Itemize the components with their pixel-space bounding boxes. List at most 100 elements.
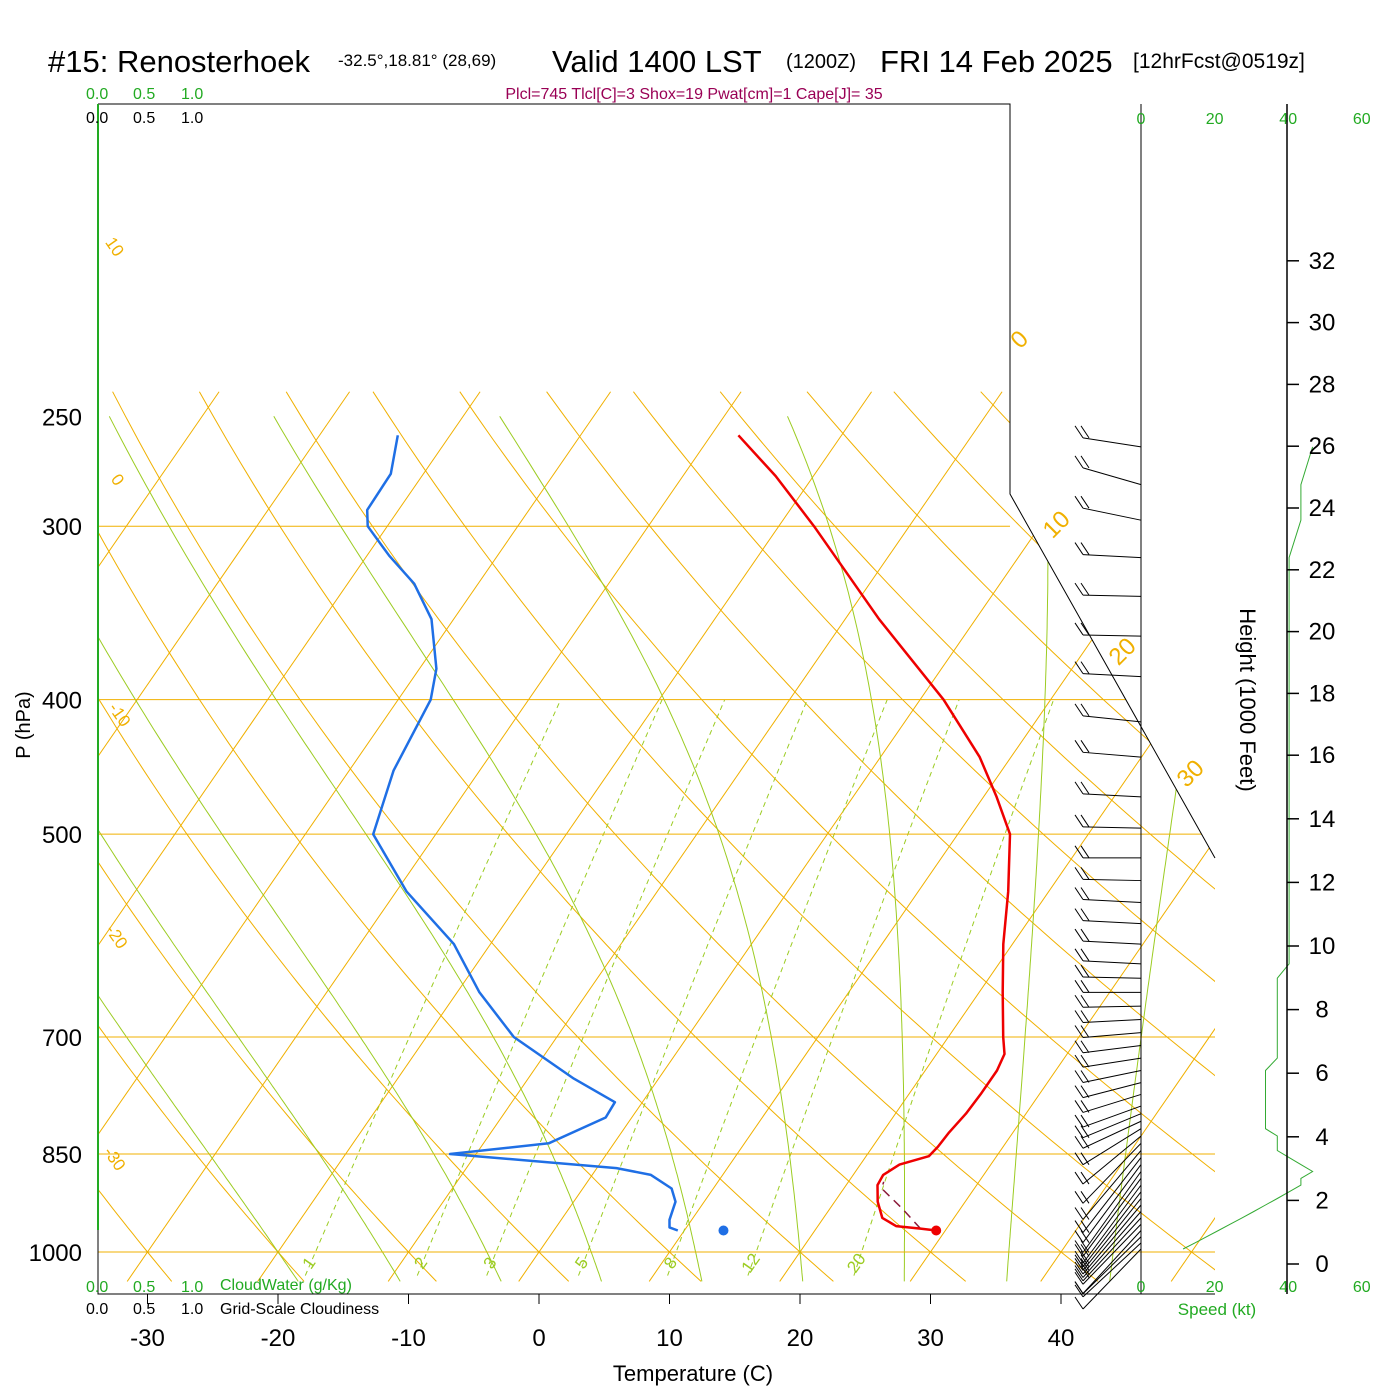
isotherm-line: [518, 391, 1133, 1282]
isotherm-line: [98, 391, 220, 1282]
mixing-ratio-label: 2: [410, 1254, 431, 1273]
moist-adiabat: [98, 416, 502, 1282]
isotherm-label-left: -10: [105, 699, 135, 730]
wind-barb: [1074, 1230, 1142, 1294]
surface-dewpoint-dot: [718, 1225, 729, 1236]
height-tick-label: 18: [1309, 680, 1336, 707]
speed-axis-label: Speed (kt): [1178, 1300, 1256, 1319]
cloudiness-bottom-2: 1.0: [181, 1301, 203, 1318]
mixing-ratio-line: [416, 699, 663, 1276]
wind-barb: [1074, 1223, 1142, 1285]
wind-barb: [1074, 1248, 1142, 1310]
dewpoint-trace: [365, 435, 679, 1232]
height-tick-label: 10: [1309, 933, 1336, 960]
cloud-water-scale-1: 0.5: [133, 86, 155, 103]
isotherm-line: [779, 391, 1215, 1282]
wind-barb: [1074, 1025, 1142, 1038]
isotherm-line: [909, 391, 1215, 1282]
title-coords: -32.5°,18.81° (28,69): [338, 51, 496, 70]
speed-tick-label-bottom: 0: [1137, 1279, 1146, 1296]
x-tick-label: 10: [656, 1325, 683, 1352]
mixing-ratio-line: [578, 699, 808, 1276]
speed-tick-label-top: 40: [1279, 111, 1297, 128]
wind-barb: [1074, 582, 1142, 597]
isotherm-label-left: -30: [100, 1143, 130, 1174]
height-tick-label: 28: [1309, 371, 1336, 398]
wind-barb: [1074, 867, 1142, 882]
dry-adiabat: [719, 391, 1215, 1282]
height-tick-label: 4: [1315, 1124, 1328, 1151]
height-tick-label: 14: [1309, 806, 1336, 833]
wind-barb: [1074, 1040, 1142, 1054]
pressure-tick-label: 300: [42, 514, 82, 541]
wind-barb: [1074, 1157, 1142, 1233]
cloud-water-scale-top: 0.0 0.5 1.0: [86, 86, 203, 103]
wind-barb: [1074, 887, 1142, 903]
speed-tick-label-top: 0: [1137, 111, 1146, 128]
dry-adiabat: [546, 391, 1215, 1282]
cloudiness-scale-0: 0.0: [86, 110, 108, 127]
moist-adiabat: [1109, 416, 1215, 1282]
cloud-water-scale-bottom: 0.0 0.5 1.0 CloudWater (g/Kg): [86, 1277, 352, 1296]
pressure-tick-label: 1000: [29, 1240, 82, 1267]
height-tick-label: 26: [1309, 433, 1336, 460]
wind-barb: [1074, 845, 1141, 859]
wind-barb: [1074, 425, 1142, 448]
dry-adiabat: [98, 391, 702, 1282]
wind-barb: [1074, 1010, 1142, 1024]
moist-adiabat: [108, 416, 602, 1282]
pressure-tick-label: 250: [42, 404, 82, 431]
wind-barb: [1074, 1093, 1142, 1113]
mixing-ratio-label: 1: [299, 1254, 320, 1273]
wind-barb: [1074, 1113, 1142, 1139]
wind-barb: [1074, 994, 1142, 1008]
isotherm-line: [387, 391, 1003, 1282]
x-tick-label: 20: [787, 1325, 814, 1352]
isotherm-line: [98, 391, 611, 1282]
title-date: FRI 14 Feb 2025: [880, 44, 1113, 79]
isotherm-label-left: 10: [101, 234, 127, 260]
cloud-water-bottom-2: 1.0: [181, 1279, 203, 1296]
wind-barb: [1074, 622, 1142, 637]
title-valid: Valid 1400 LST: [552, 44, 762, 79]
isotherm-label-right: 30: [1172, 755, 1210, 793]
isotherm-label-right: 20: [1104, 633, 1142, 671]
cloudiness-scale-bottom: 0.0 0.5 1.0 Grid-Scale Cloudiness: [86, 1301, 379, 1318]
x-tick-label: 30: [917, 1325, 944, 1352]
temperature-trace: [737, 434, 1012, 1232]
wind-barb: [1074, 1128, 1142, 1166]
x-tick-label: 40: [1048, 1325, 1075, 1352]
pressure-tick-label: 700: [42, 1025, 82, 1052]
moist-adiabat: [98, 416, 299, 1282]
wind-barb: [1074, 542, 1142, 559]
cloud-water-label: CloudWater (g/Kg): [220, 1277, 352, 1294]
height-axis-label: Height (1000 Feet): [1235, 608, 1260, 791]
dry-adiabat: [372, 391, 1215, 1282]
isotherm-line: [257, 391, 872, 1282]
wind-barb: [1074, 495, 1142, 521]
wind-barb: [1074, 740, 1142, 758]
speed-tick-label-top: 60: [1353, 111, 1371, 128]
x-tick-label: -20: [261, 1325, 296, 1352]
isotherm-line: [98, 391, 350, 1282]
wind-barb: [1074, 1242, 1142, 1298]
speed-tick-label-bottom: 40: [1279, 1279, 1297, 1296]
dry-adiabat: [98, 391, 570, 1282]
moist-adiabat: [1006, 416, 1049, 1282]
speed-tick-label-bottom: 20: [1206, 1279, 1224, 1296]
mixing-ratio-line: [304, 699, 562, 1276]
title-zulu: (1200Z): [786, 51, 856, 73]
dry-adiabat: [1067, 391, 1215, 1282]
cloud-water-bottom-0: 0.0: [86, 1279, 108, 1296]
dry-adiabat: [806, 391, 1215, 1282]
title-station: #15: Renosterhoek: [48, 44, 310, 79]
wind-barb: [1074, 781, 1142, 798]
dry-adiabat: [98, 391, 173, 1282]
x-axis-label: Temperature (C): [613, 1361, 773, 1386]
pressure-tick-label: 500: [42, 822, 82, 849]
surface-temperature-dot: [931, 1225, 942, 1236]
dry-adiabat: [98, 391, 437, 1282]
isotherm-label-right: 10: [1038, 506, 1076, 544]
cloud-water-scale-2: 1.0: [181, 86, 203, 103]
